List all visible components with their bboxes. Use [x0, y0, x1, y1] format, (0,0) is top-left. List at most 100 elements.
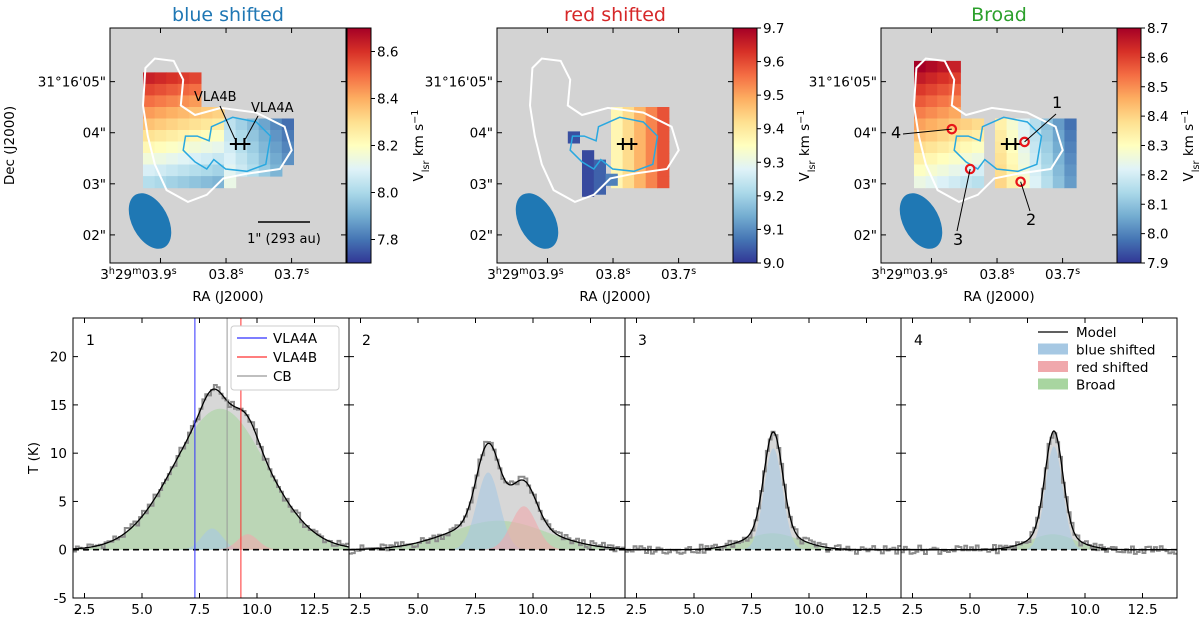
spectrum-ytick-label: -5 [54, 591, 67, 607]
map-pixel [622, 153, 635, 166]
map-pixel [154, 153, 167, 166]
beam-ellipse [128, 193, 172, 249]
map-pixel [937, 141, 950, 154]
position-label-3: 3 [953, 230, 963, 249]
spectrum-xtick-label: 2.5 [350, 602, 371, 618]
map-pixel [622, 107, 635, 120]
map-ylabel: Dec (J2000) [2, 106, 18, 185]
spectrum-xtick-label: 10.0 [794, 602, 824, 618]
map-xtick-label: 03.7s [1045, 266, 1080, 284]
legend-label-vla4b: VLA4B [273, 350, 317, 366]
map-pixel [166, 164, 179, 177]
map-pixel [1006, 153, 1019, 166]
map-pixel [189, 176, 202, 189]
position-label-2: 2 [1026, 210, 1036, 229]
map-pixel [200, 176, 214, 189]
map-xtick-label-part: s [1010, 266, 1015, 277]
map-pixel [582, 150, 595, 163]
map-pixel [154, 164, 167, 177]
colorbar-label: Vlsr km s−1 [1180, 110, 1200, 182]
map-pixel [235, 153, 248, 166]
map-pixel [914, 95, 927, 108]
map-pixel [189, 153, 202, 166]
colorbar-label-part: −1 [410, 110, 421, 124]
map-xtick-label-part: 03.7 [1045, 267, 1075, 283]
map-pixel [270, 153, 283, 166]
map-pixel [960, 118, 973, 131]
spectrum-panel-2: 2.5 5.0 7.5 10.0 12.5 2 V (km s−1) [348, 317, 626, 622]
map-xtick-label-part: s [559, 266, 564, 277]
map-xtick-label-part: 03.9 [529, 267, 559, 283]
map-pixel [166, 176, 179, 189]
scale-bar-label: 1" (293 au) [247, 232, 321, 247]
legend-label-cb: CB [273, 369, 292, 385]
map-pixel [657, 164, 670, 177]
map-pixel [143, 130, 156, 143]
map-xtick-label-part: m [519, 266, 528, 277]
map-pixel [143, 72, 156, 85]
position-label-1: 1 [1052, 93, 1062, 112]
map-pixel [189, 141, 202, 154]
map-pixel [937, 153, 950, 166]
map-pixel [154, 72, 167, 85]
colorbar-tick-label: 9.7 [763, 21, 784, 37]
map-pixel [937, 130, 950, 143]
position-marker-2 [1015, 176, 1026, 188]
map-xtick-label-part: s [304, 266, 309, 277]
map-pixel [154, 107, 167, 120]
spectrum-xtick-label: 2.5 [74, 602, 95, 618]
colorbar-tick-label: 8.7 [1147, 21, 1168, 37]
map-xtick-label-part: 3 [487, 267, 496, 283]
map-ytick-label: 03" [470, 177, 493, 193]
map-pixel [189, 95, 202, 108]
map-xtick-label: 3h29m03.9s [871, 266, 948, 284]
colorbar-tick-label: 8.6 [1147, 50, 1168, 66]
spectrum-ytick-label: 10 [50, 446, 67, 462]
spectrum-xtick-label: 7.5 [1017, 602, 1038, 618]
map-pixel [212, 141, 225, 154]
map-pixel [166, 153, 179, 166]
map-xlabel: RA (J2000) [963, 289, 1034, 305]
map-xtick-label-part: s [626, 266, 631, 277]
map-xtick-label: 03.7s [274, 266, 309, 284]
map-pixel [177, 118, 190, 131]
map-pixel [657, 141, 670, 154]
map-pixel [189, 83, 202, 96]
map-pixel [224, 176, 237, 189]
map-pixel [1052, 164, 1065, 177]
map-pixel [166, 83, 179, 96]
map-pixel [914, 176, 927, 189]
map-pixel [166, 72, 179, 85]
map-pixel [645, 118, 658, 131]
spectrum-xlabel: V (km s−1) [452, 621, 523, 622]
map-xtick-label-part: 29 [502, 267, 519, 283]
map-pixel [270, 141, 283, 154]
legend-label-blue-shifted: blue shifted [1076, 343, 1156, 359]
model-line [72, 388, 350, 550]
map-title: Broad [971, 4, 1027, 26]
map-pixel [1064, 141, 1077, 154]
map-pixel [270, 130, 283, 143]
map-pixel [634, 153, 647, 166]
map-ytick-label: 02" [83, 228, 106, 244]
colorbar-label: Vlsr km s−1 [796, 110, 818, 182]
spectrum-ylabel: T (K) [26, 442, 42, 475]
map-xtick-label-part: 29 [886, 267, 903, 283]
map-pixel [166, 95, 179, 108]
spectrum-xtick-label: 5.0 [959, 602, 980, 618]
map-pixel [247, 130, 260, 143]
map-pixel [937, 72, 950, 85]
map-pixel [948, 176, 961, 189]
spectrum-xlabel: V (km s−1) [176, 621, 247, 622]
colorbar-label-part: −1 [796, 110, 807, 124]
map-pixel [177, 153, 190, 166]
map-pixel [622, 176, 635, 189]
map-pixel [937, 107, 950, 120]
map-pixel [224, 164, 237, 177]
map-pixel [971, 118, 985, 131]
colorbar-label-part: V [411, 171, 427, 181]
map-title: red shifted [564, 4, 666, 26]
map-pixel [154, 130, 167, 143]
colorbar [732, 27, 758, 264]
map-pixel [948, 83, 961, 96]
